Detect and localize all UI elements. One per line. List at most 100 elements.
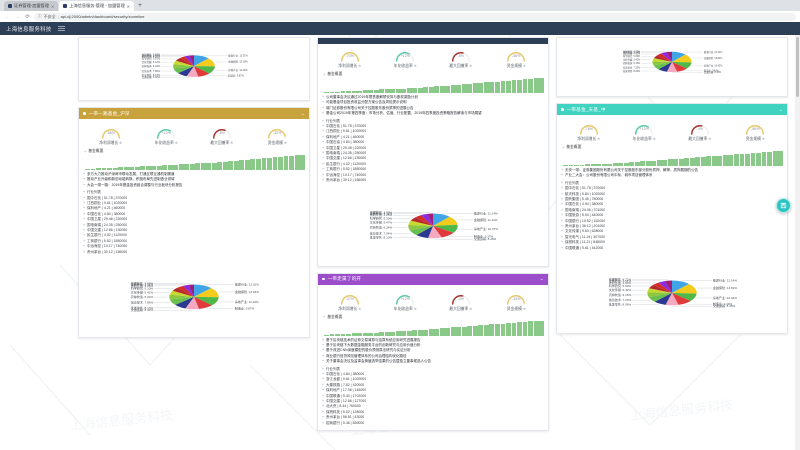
list-item[interactable]: + 中远海控 | 10.17 | 740000 (322, 173, 544, 178)
pie-slice[interactable] (183, 284, 194, 297)
news-item[interactable]: + 推动产业升级和新旧动能转换，积极布局先进制造业领域 (83, 177, 305, 182)
list-item[interactable]: + 中国联通 | 5.40 | 1702000 (322, 394, 544, 399)
pie-slice[interactable] (653, 282, 672, 293)
news-item[interactable]: + 公司董事会决议通过2019年限售股解禁安排与股权激励计划 (322, 95, 544, 100)
news-item[interactable]: + 基于改进CNN深度模型的股价预测算法研究与实证分析 (322, 348, 544, 353)
chevron-down-icon[interactable]: ⌄ (778, 106, 783, 113)
pie-slice[interactable] (672, 61, 692, 69)
list-item[interactable]: + 国中石化 | 51.78 | 370000 (83, 196, 305, 201)
pie-slice[interactable] (169, 296, 194, 305)
pie-slice[interactable] (428, 225, 442, 238)
list-item[interactable]: + 招商银行 | 5.46 | 839000 (322, 421, 544, 426)
list-item[interactable]: + 北大荒 | 8.44 | 760000 (322, 404, 544, 409)
chevron-down-icon[interactable]: ⌄ (300, 110, 305, 117)
news-item[interactable]: + 基于区块链技术的证券交易清算与结算系统应用研究进展报告 (322, 338, 544, 343)
pie-slice[interactable] (672, 51, 686, 62)
back-icon[interactable]: ← (5, 13, 10, 20)
list-item[interactable]: + 江西铜业 | 9.61 | 1020000 (83, 201, 305, 206)
pie-slice[interactable] (169, 294, 194, 300)
list-item[interactable]: + 中国卫星 | 29.48 | 220000 (83, 217, 305, 222)
pie-slice[interactable] (652, 61, 672, 66)
list-item[interactable]: + 国电南瑞 | 24.35 | 250000 (322, 151, 544, 156)
list-item[interactable]: + 民生银行 | 4.02 | 1120000 (322, 162, 544, 167)
list-item[interactable]: + 中远海控 | 10.17 | 740000 (83, 244, 305, 249)
pie-slice[interactable] (665, 292, 679, 306)
list-item[interactable]: + 工商银行 | 5.52 | 1850000 (83, 239, 305, 244)
news-item[interactable]: + 天安一带：证券集团股份有限公司关于控股股东部分股份质押、解押、质押展期的公告 (561, 168, 783, 173)
pie-slice[interactable] (184, 55, 194, 67)
list-item[interactable]: + 航天科技 | 5.84 | 1020000 (561, 192, 783, 197)
vertical-scrollbar[interactable] (795, 35, 800, 450)
pie-slice[interactable] (194, 296, 213, 310)
list-item[interactable]: + 智光电气 | 11.24 | 307000 (561, 235, 783, 240)
pie-slice[interactable] (194, 55, 209, 67)
scrollbar-thumb[interactable] (796, 37, 799, 97)
pie-slice[interactable] (648, 292, 672, 302)
list-item[interactable]: + 保利地产 | 4.21 | 460000 (83, 206, 305, 211)
news-item[interactable]: + 基于区块链下大数据金融服务平台的创新研究与应用价值分析 (322, 343, 544, 348)
pie-slice[interactable] (185, 296, 199, 310)
pie-slice[interactable] (654, 292, 672, 305)
pie-slice[interactable] (652, 58, 672, 62)
pie-slice[interactable] (672, 280, 690, 293)
list-item[interactable]: + 中国银行 | 10.52 | 152000 (561, 219, 783, 224)
pie-slice[interactable] (666, 61, 678, 73)
forward-icon[interactable]: → (15, 13, 20, 20)
pie-slice[interactable] (188, 284, 194, 297)
list-item[interactable]: + 贵州茅台 | 36.12 | 201000 (561, 224, 783, 229)
list-item[interactable]: + 中国石化 | 4.94 | 380000 (561, 202, 783, 207)
pie-slice[interactable] (433, 216, 458, 226)
pie-slice[interactable] (173, 66, 194, 74)
pie-slice[interactable] (421, 213, 433, 226)
new-tab-button[interactable]: + (138, 3, 142, 9)
list-item[interactable]: + 工商银行 | 5.52 | 1850000 (322, 167, 544, 172)
pie-slice[interactable] (177, 285, 194, 297)
pie-slice[interactable] (173, 64, 194, 69)
list-item[interactable]: + 国电南瑞 | 24.35 | 250000 (83, 223, 305, 228)
pie-slice[interactable] (647, 292, 672, 298)
list-item[interactable]: + 中国旅游 | 5.94 | 440000 (561, 213, 783, 218)
pie-slice[interactable] (175, 296, 194, 309)
news-item[interactable]: + 大会一带一路：2019年基金投资组合调整与行业板块分析报告 (83, 183, 305, 188)
pie-slice[interactable] (647, 288, 672, 293)
pie-slice[interactable] (664, 280, 672, 293)
list-item[interactable]: + 中国石化 | 4.84 | 380000 (322, 372, 544, 377)
pie-slice[interactable] (666, 51, 672, 62)
news-item[interactable]: + 多方大力推动沪深两市联动发展，打通互联互通机制渠道 (83, 172, 305, 177)
browser-tab-0[interactable]: 证券管理-加盟管理 ✕ (4, 1, 59, 11)
list-item[interactable]: + 文化传媒 | 9.63 | 628000 (561, 229, 783, 234)
list-item[interactable]: + 中国交建 | 12.66 | 130000 (322, 156, 544, 161)
news-item[interactable]: + 城门证券股份有限公司关于控股股东股份质押的进展公告 (322, 106, 544, 111)
pie-slice[interactable] (658, 281, 672, 293)
list-item[interactable]: + 中国交建 | 12.66 | 130000 (83, 228, 305, 233)
list-item[interactable]: + 中国联通 | 5.61 | 442000 (561, 246, 783, 251)
list-item[interactable]: + 保利地产 | 4.21 | 460000 (322, 135, 544, 140)
pie-slice[interactable] (175, 57, 194, 67)
news-item[interactable]: + 商业银行信贷风险管理体系的公司治理结构优化路径 (322, 354, 544, 359)
pie-slice[interactable] (194, 66, 215, 74)
pie-slice[interactable] (408, 224, 433, 230)
news-item[interactable]: + 关于董事会决议及监事会换届选举结果的公告暨独立董事候选人公告 (322, 359, 544, 364)
list-item[interactable]: + 贵州茅台 | 30.12 | 156000 (83, 250, 305, 255)
list-item[interactable]: + 中国卫星 | 29.48 | 220000 (322, 146, 544, 151)
list-item[interactable]: + 贵州茅台 | 56.51 | 43000 (322, 415, 544, 420)
list-item[interactable]: + 中国石化 | 4.84 | 380000 (83, 212, 305, 217)
list-item[interactable]: + 国电南瑞 | 24.06 | 701000 (561, 208, 783, 213)
pie-slice[interactable] (410, 216, 433, 226)
pie-slice[interactable] (672, 54, 692, 63)
pie-slice[interactable] (186, 66, 199, 77)
news-item[interactable]: + 可能基金项目投资收益分配方案公告及风险提示说明 (322, 100, 544, 105)
pie-slice[interactable] (409, 225, 433, 235)
pie-slice[interactable] (649, 285, 672, 293)
pie-slice[interactable] (172, 287, 194, 297)
tab-close-icon[interactable]: ✕ (126, 3, 130, 9)
pie-slice[interactable] (657, 53, 672, 62)
pie-slice[interactable] (415, 214, 433, 226)
list-item[interactable]: + 国药集团 | 5.45 | 750000 (561, 197, 783, 202)
list-item[interactable]: + 中国石化 | 51.78 | 370000 (322, 124, 544, 129)
panel-header[interactable]: 一带一路基金_沪深 ⌄ (79, 108, 309, 119)
list-item[interactable]: + 保税科技 | 5.02 | 128000 (322, 410, 544, 415)
pie-slice[interactable] (653, 61, 672, 70)
pie-slice[interactable] (433, 213, 450, 226)
list-item[interactable]: + 国中石化 | 51.78 | 370000 (561, 186, 783, 191)
